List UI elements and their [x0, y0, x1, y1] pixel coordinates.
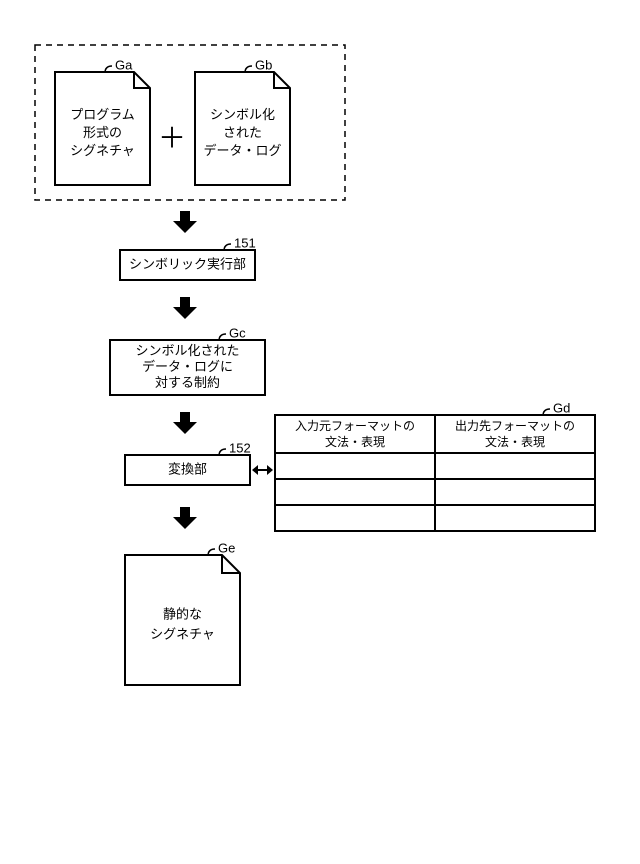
arrow-down-icon — [173, 412, 197, 434]
th2-line2: 文法・表現 — [485, 434, 545, 449]
th2-line1: 出力先フォーマットの — [455, 419, 575, 433]
svg-text:151: 151 — [234, 235, 256, 250]
gc-line3: 対する制約 — [155, 375, 220, 390]
th1-line1: 入力元フォーマットの — [295, 419, 415, 433]
r151-label: シンボリック実行部 — [129, 256, 246, 271]
th1-line2: 文法・表現 — [325, 434, 385, 449]
gc-line1: シンボル化された — [135, 343, 239, 358]
plus-icon: ＋ — [158, 122, 186, 153]
arrow-down-icon — [173, 211, 197, 233]
arrow-down-icon — [173, 507, 197, 529]
ga-line3: シグネチャ — [70, 143, 135, 158]
gc-line2: データ・ログに — [142, 359, 233, 374]
svg-text:Gc: Gc — [229, 325, 246, 340]
svg-text:Ga: Ga — [115, 57, 133, 72]
gb-line3: データ・ログ — [203, 143, 281, 158]
arrow-left-icon — [252, 465, 258, 475]
input-group-box — [35, 45, 345, 200]
svg-text:Gb: Gb — [255, 57, 272, 72]
svg-text:Ge: Ge — [218, 540, 235, 555]
ge-line2: シグネチャ — [150, 626, 215, 641]
ge-line1: 静的な — [163, 606, 202, 621]
svg-text:Gd: Gd — [553, 400, 570, 415]
arrow-right-icon — [267, 465, 273, 475]
ga-line1: プログラム — [70, 107, 135, 122]
gb-line1: シンボル化 — [210, 107, 275, 122]
arrow-down-icon — [173, 297, 197, 319]
r152-label: 変換部 — [168, 461, 207, 476]
gb-line2: された — [223, 125, 262, 140]
svg-text:152: 152 — [229, 440, 251, 455]
ga-line2: 形式の — [83, 125, 122, 140]
